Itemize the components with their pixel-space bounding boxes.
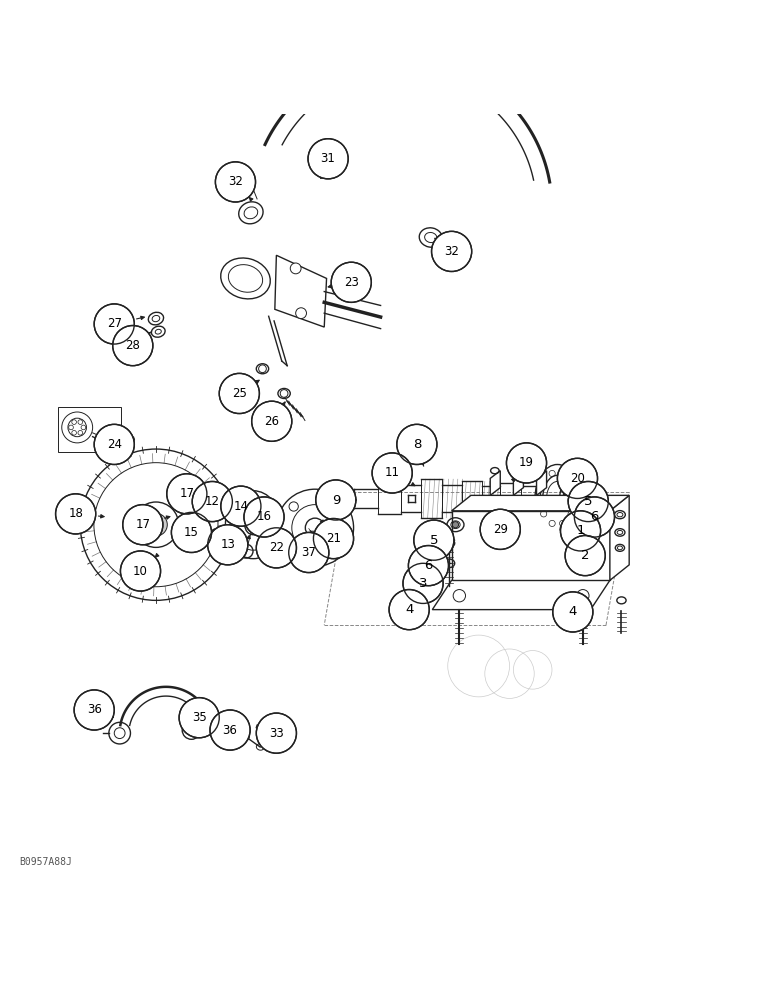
- Circle shape: [432, 231, 472, 271]
- Text: 14: 14: [233, 500, 249, 513]
- Text: 9: 9: [332, 493, 340, 506]
- Text: 33: 33: [269, 727, 284, 740]
- Text: 6: 6: [591, 510, 598, 523]
- Polygon shape: [275, 255, 327, 327]
- Circle shape: [289, 532, 329, 573]
- Text: 12: 12: [205, 495, 220, 508]
- Text: B0957A88J: B0957A88J: [19, 857, 72, 867]
- Circle shape: [144, 513, 168, 536]
- Circle shape: [577, 590, 589, 602]
- Text: 22: 22: [269, 541, 284, 554]
- Circle shape: [256, 713, 296, 753]
- Circle shape: [256, 528, 296, 568]
- Circle shape: [296, 308, 306, 319]
- Circle shape: [192, 481, 232, 522]
- Text: 18: 18: [68, 507, 83, 520]
- Circle shape: [179, 698, 219, 738]
- Polygon shape: [513, 467, 523, 495]
- Text: 37: 37: [301, 546, 317, 559]
- Text: 17: 17: [179, 487, 195, 500]
- Circle shape: [94, 304, 134, 344]
- Circle shape: [313, 519, 354, 559]
- Circle shape: [219, 373, 259, 414]
- Circle shape: [397, 424, 437, 464]
- Text: 17: 17: [135, 518, 151, 531]
- Circle shape: [372, 453, 412, 493]
- Circle shape: [123, 505, 163, 545]
- Text: 2: 2: [581, 549, 590, 562]
- Text: 10: 10: [133, 565, 148, 578]
- Circle shape: [331, 262, 371, 302]
- Circle shape: [408, 546, 449, 586]
- Text: 3: 3: [418, 577, 428, 590]
- Text: 36: 36: [222, 724, 238, 737]
- Text: 28: 28: [125, 339, 141, 352]
- Text: 21: 21: [326, 532, 341, 545]
- Circle shape: [565, 536, 605, 576]
- Text: 8: 8: [413, 438, 421, 451]
- Circle shape: [113, 326, 153, 366]
- Text: 6: 6: [425, 559, 432, 572]
- Circle shape: [506, 443, 547, 483]
- Text: 4: 4: [405, 603, 413, 616]
- Circle shape: [480, 509, 520, 549]
- Text: 11: 11: [384, 466, 400, 479]
- Text: 5: 5: [429, 534, 438, 547]
- Polygon shape: [490, 471, 500, 495]
- Text: 1: 1: [576, 524, 585, 537]
- Circle shape: [403, 563, 443, 603]
- Text: 26: 26: [264, 415, 279, 428]
- Circle shape: [167, 474, 207, 514]
- Circle shape: [215, 162, 256, 202]
- Circle shape: [316, 480, 356, 520]
- Circle shape: [553, 592, 593, 632]
- Circle shape: [389, 590, 429, 630]
- Text: 5: 5: [584, 495, 593, 508]
- Circle shape: [452, 522, 459, 528]
- Circle shape: [120, 551, 161, 591]
- Polygon shape: [537, 471, 547, 495]
- Text: 35: 35: [191, 711, 207, 724]
- Text: 4: 4: [569, 605, 577, 618]
- Text: 16: 16: [256, 510, 272, 523]
- Circle shape: [557, 458, 598, 498]
- Polygon shape: [564, 467, 574, 495]
- Text: 23: 23: [344, 276, 359, 289]
- Bar: [58, 407, 121, 452]
- Circle shape: [568, 481, 608, 522]
- Text: 32: 32: [444, 245, 459, 258]
- Text: 19: 19: [519, 456, 534, 469]
- Circle shape: [560, 511, 601, 551]
- Text: 31: 31: [320, 152, 336, 165]
- Text: 27: 27: [107, 317, 122, 330]
- Circle shape: [221, 486, 261, 526]
- Text: 25: 25: [232, 387, 247, 400]
- Text: 36: 36: [86, 703, 102, 716]
- Text: 32: 32: [228, 175, 243, 188]
- Text: 20: 20: [570, 472, 585, 485]
- Circle shape: [290, 263, 301, 274]
- Text: 15: 15: [184, 526, 199, 539]
- Circle shape: [74, 690, 114, 730]
- Polygon shape: [432, 580, 610, 610]
- Text: 24: 24: [107, 438, 122, 451]
- Circle shape: [171, 512, 212, 552]
- Text: 13: 13: [220, 538, 235, 551]
- Polygon shape: [452, 495, 629, 511]
- Circle shape: [308, 139, 348, 179]
- Circle shape: [94, 424, 134, 464]
- Polygon shape: [610, 495, 629, 580]
- Circle shape: [56, 494, 96, 534]
- Circle shape: [252, 401, 292, 441]
- Circle shape: [244, 497, 284, 537]
- Circle shape: [210, 710, 250, 750]
- Circle shape: [208, 525, 248, 565]
- Polygon shape: [452, 511, 610, 580]
- Circle shape: [574, 497, 615, 537]
- Circle shape: [453, 590, 466, 602]
- Text: 29: 29: [493, 523, 508, 536]
- Circle shape: [414, 520, 454, 560]
